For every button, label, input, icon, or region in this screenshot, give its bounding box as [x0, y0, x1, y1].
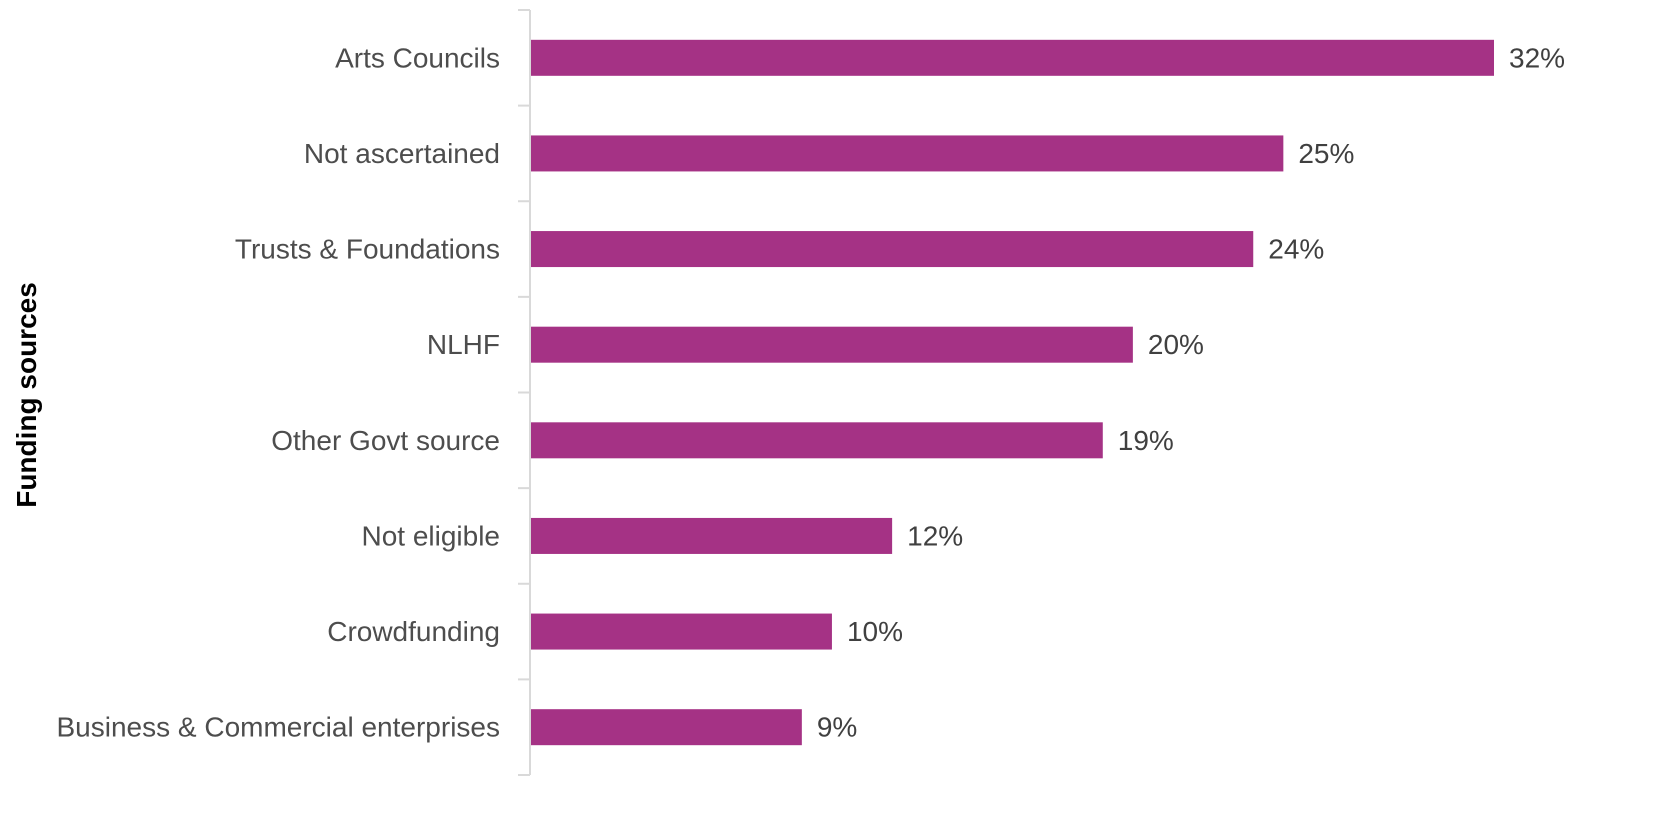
category-label: Trusts & Foundations — [235, 234, 500, 265]
bar — [531, 39, 1494, 76]
value-labels: 32% 25% 24% 20% 19% 12% 10% 9% — [817, 42, 1565, 742]
category-labels: Arts Councils Not ascertained Trusts & Fou… — [57, 42, 501, 742]
category-label: Crowdfunding — [327, 616, 500, 647]
value-label: 32% — [1509, 42, 1565, 73]
bar — [531, 326, 1133, 363]
value-label: 10% — [847, 616, 903, 647]
bar — [531, 231, 1254, 268]
bar — [531, 135, 1284, 172]
value-label: 24% — [1268, 234, 1324, 265]
y-axis-title: Funding sources — [11, 282, 42, 508]
value-label: 12% — [907, 520, 963, 551]
category-label: Not eligible — [361, 520, 500, 551]
category-label: Business & Commercial enterprises — [57, 712, 501, 743]
category-label: Not ascertained — [304, 138, 500, 169]
category-label: NLHF — [427, 329, 500, 360]
value-label: 25% — [1298, 138, 1354, 169]
bars — [531, 39, 1494, 746]
value-label: 9% — [817, 712, 857, 743]
value-label: 20% — [1148, 329, 1204, 360]
bar — [531, 613, 832, 650]
value-label: 19% — [1118, 425, 1174, 456]
bar — [531, 517, 893, 554]
bar — [531, 422, 1103, 459]
category-label: Other Govt source — [271, 425, 500, 456]
category-label: Arts Councils — [335, 42, 500, 73]
category-axis — [518, 9, 531, 776]
bar — [531, 709, 802, 746]
